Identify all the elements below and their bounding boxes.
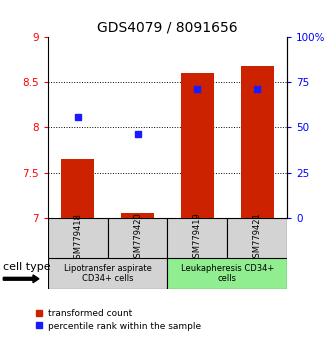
Bar [227,218,287,258]
Text: GSM779420: GSM779420 [133,213,142,263]
Text: Lipotransfer aspirate
CD34+ cells: Lipotransfer aspirate CD34+ cells [64,264,151,283]
Bar [121,213,154,218]
Bar [181,73,214,218]
Bar [241,66,274,218]
Bar [168,258,287,289]
Text: GSM779421: GSM779421 [253,213,262,263]
Text: Leukapheresis CD34+
cells: Leukapheresis CD34+ cells [181,264,274,283]
Bar [61,159,94,218]
Bar [168,218,227,258]
Bar [48,258,168,289]
Bar [48,218,108,258]
Legend: transformed count, percentile rank within the sample: transformed count, percentile rank withi… [36,309,201,331]
Bar [108,218,167,258]
Text: GSM779419: GSM779419 [193,213,202,263]
Text: cell type: cell type [3,262,51,272]
Text: GSM779418: GSM779418 [73,213,82,263]
Title: GDS4079 / 8091656: GDS4079 / 8091656 [97,21,238,35]
